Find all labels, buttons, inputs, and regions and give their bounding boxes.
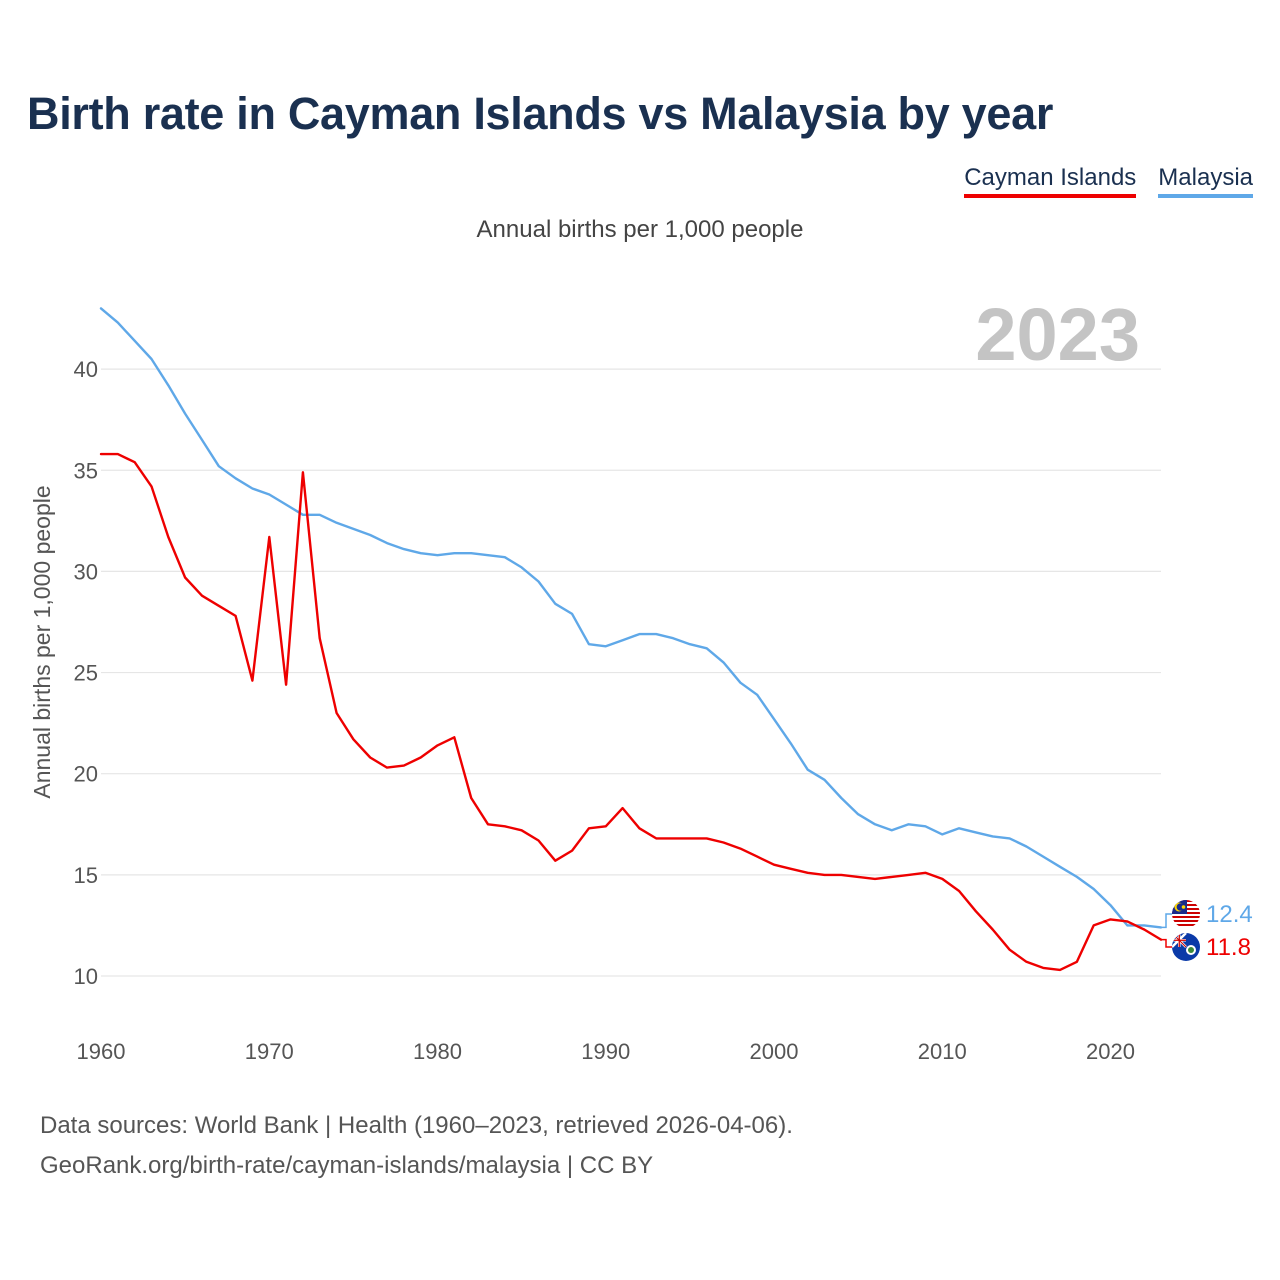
- current-year-label: 2023: [975, 293, 1140, 376]
- y-axis-ticks: 10 15 20 25 30 35 40: [74, 357, 98, 989]
- end-value-label-malaysia: 12.4: [1206, 901, 1253, 928]
- x-tick-label-1960: 1960: [77, 1039, 126, 1064]
- legend: Cayman Islands Malaysia: [964, 164, 1253, 198]
- chart-subtitle: Annual births per 1,000 people: [476, 216, 804, 243]
- x-tick-label-2020: 2020: [1086, 1039, 1135, 1064]
- chart-title: Birth rate in Cayman Islands vs Malaysia…: [27, 88, 1054, 139]
- legend-item-malaysia[interactable]: Malaysia: [1158, 164, 1253, 198]
- end-labels: 11.8 12.4: [1161, 900, 1253, 961]
- x-tick-label-1970: 1970: [245, 1039, 294, 1064]
- x-tick-label-1980: 1980: [413, 1039, 462, 1064]
- series-layer: [99, 307, 1163, 972]
- x-tick-label-2010: 2010: [918, 1039, 967, 1064]
- end-connector-0: [1161, 938, 1172, 948]
- y-tick-label-25: 25: [74, 661, 98, 686]
- gridlines: [101, 368, 1161, 977]
- y-tick-label-10: 10: [74, 964, 98, 989]
- y-axis-title: Annual births per 1,000 people: [29, 485, 55, 798]
- malaysia-flag-icon: [1172, 900, 1200, 928]
- end-value-label-cayman-islands: 11.8: [1206, 934, 1251, 961]
- data-source-note: Data sources: World Bank | Health (1960–…: [40, 1112, 793, 1139]
- y-tick-label-30: 30: [74, 559, 98, 584]
- x-tick-label-1990: 1990: [581, 1039, 630, 1064]
- end-connector-1: [1161, 913, 1172, 929]
- x-tick-label-2000: 2000: [750, 1039, 799, 1064]
- series-line-cayman-islands[interactable]: [99, 452, 1163, 972]
- series-line-malaysia[interactable]: [99, 307, 1163, 929]
- y-tick-label-15: 15: [74, 863, 98, 888]
- cayman-islands-flag-icon: [1172, 933, 1200, 961]
- y-tick-label-20: 20: [74, 762, 98, 787]
- y-tick-label-40: 40: [74, 357, 98, 382]
- y-tick-label-35: 35: [74, 458, 98, 483]
- legend-item-cayman-islands[interactable]: Cayman Islands: [964, 164, 1137, 198]
- footer: Data sources: World Bank | Health (1960–…: [40, 1106, 793, 1186]
- source-url[interactable]: GeoRank.org/birth-rate/cayman-islands/ma…: [40, 1152, 654, 1179]
- x-axis-ticks: 1960 1970 1980 1990 2000 2010 2020: [77, 1039, 1135, 1064]
